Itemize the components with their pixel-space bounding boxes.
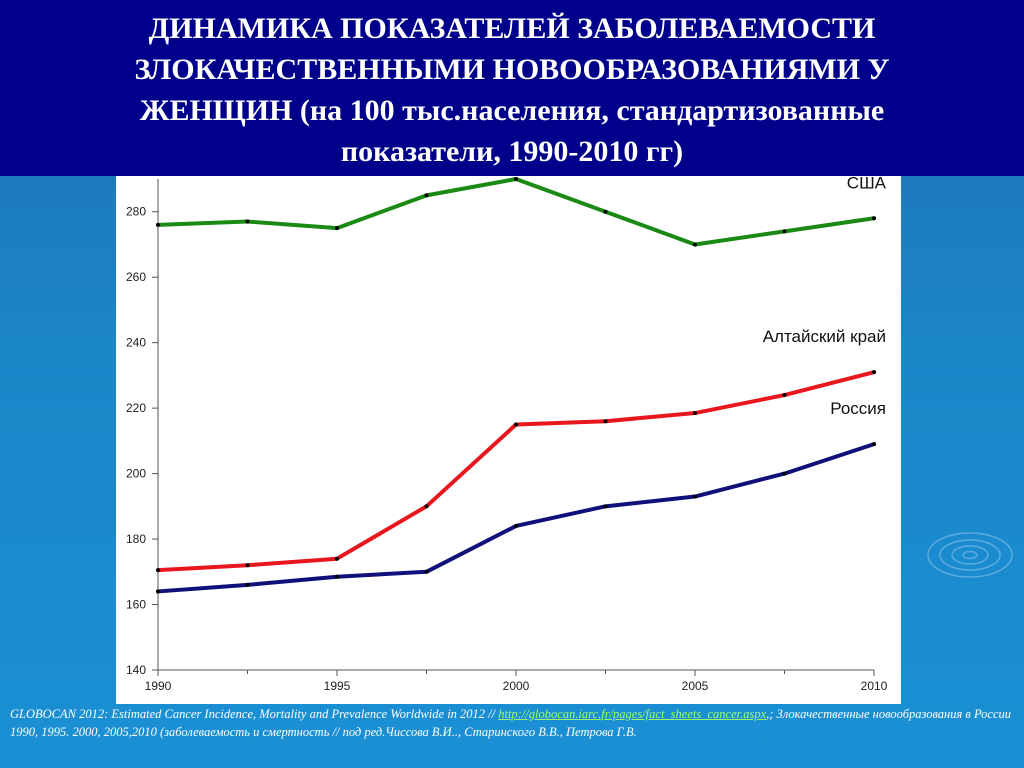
data-point xyxy=(872,442,876,447)
data-point xyxy=(514,177,518,181)
y-tick-label: 140 xyxy=(126,663,146,677)
data-point xyxy=(424,504,429,509)
water-ripple-decoration xyxy=(927,532,1013,578)
citation-text: ,; Злокачественные новообразования в Рос… xyxy=(10,707,1012,739)
x-tick-label: 1995 xyxy=(324,679,351,693)
data-point xyxy=(782,229,787,234)
x-tick-label: 1990 xyxy=(145,679,172,693)
series-line xyxy=(156,442,876,594)
chart-panel: 140 160 180 200 220 240 260 280 1990 1995 2000 2005… xyxy=(116,176,901,704)
data-point xyxy=(693,242,697,247)
data-point xyxy=(245,582,250,587)
data-point xyxy=(335,574,339,579)
data-point xyxy=(693,494,697,499)
data-point xyxy=(156,222,160,227)
x-tick-label: 2010 xyxy=(861,679,888,693)
y-tick-label: 240 xyxy=(126,336,146,350)
data-point xyxy=(335,556,339,561)
data-point xyxy=(603,209,608,214)
y-tick-label: 280 xyxy=(126,205,146,219)
x-tick-label: 2000 xyxy=(503,679,530,693)
x-tick-label: 2005 xyxy=(682,679,709,693)
data-point xyxy=(335,226,339,231)
data-point xyxy=(693,411,697,416)
y-tick-label: 200 xyxy=(126,467,146,481)
slide-title: ДИНАМИКА ПОКАЗАТЕЛЕЙ ЗАБОЛЕВАЕМОСТИ ЗЛОК… xyxy=(0,0,1024,176)
y-tick-label: 260 xyxy=(126,270,146,284)
data-point xyxy=(156,568,160,573)
y-tick-label: 180 xyxy=(126,532,146,546)
data-point xyxy=(245,219,250,224)
series-label: Алтайский край xyxy=(763,327,886,346)
y-tick-label: 220 xyxy=(126,401,146,415)
series-line xyxy=(156,370,876,573)
data-point xyxy=(603,419,608,424)
citation-text: GLOBOCAN 2012: Estimated Cancer Incidenc… xyxy=(10,707,499,721)
data-point xyxy=(782,471,787,476)
data-point xyxy=(872,216,876,221)
title-line: ДИНАМИКА ПОКАЗАТЕЛЕЙ ЗАБОЛЕВАЕМОСТИ xyxy=(148,12,876,45)
source-citation: GLOBOCAN 2012: Estimated Cancer Incidenc… xyxy=(10,706,1015,741)
series-label: Россия xyxy=(830,399,886,418)
title-line: ЖЕНЩИН (на 100 тыс.населения, стандартиз… xyxy=(139,94,885,127)
data-point xyxy=(424,569,429,574)
series-line xyxy=(156,177,876,247)
globocan-link[interactable]: http://globocan.iarc.fr/pages/fact_sheet… xyxy=(498,707,767,721)
data-point xyxy=(156,589,160,594)
data-point xyxy=(424,193,429,198)
data-point xyxy=(514,523,518,528)
line-chart: 140 160 180 200 220 240 260 280 1990 1995 2000 2005… xyxy=(126,176,888,693)
data-point xyxy=(872,370,876,375)
y-tick-label: 160 xyxy=(126,598,146,612)
data-point xyxy=(782,393,787,398)
data-point xyxy=(603,504,608,509)
title-line: ЗЛОКАЧЕСТВЕННЫМИ НОВООБРАЗОВАНИЯМИ У xyxy=(134,53,890,86)
series-label: США xyxy=(847,176,887,192)
title-line: показатели, 1990-2010 гг) xyxy=(340,135,684,168)
data-point xyxy=(514,422,518,427)
data-point xyxy=(245,563,250,568)
